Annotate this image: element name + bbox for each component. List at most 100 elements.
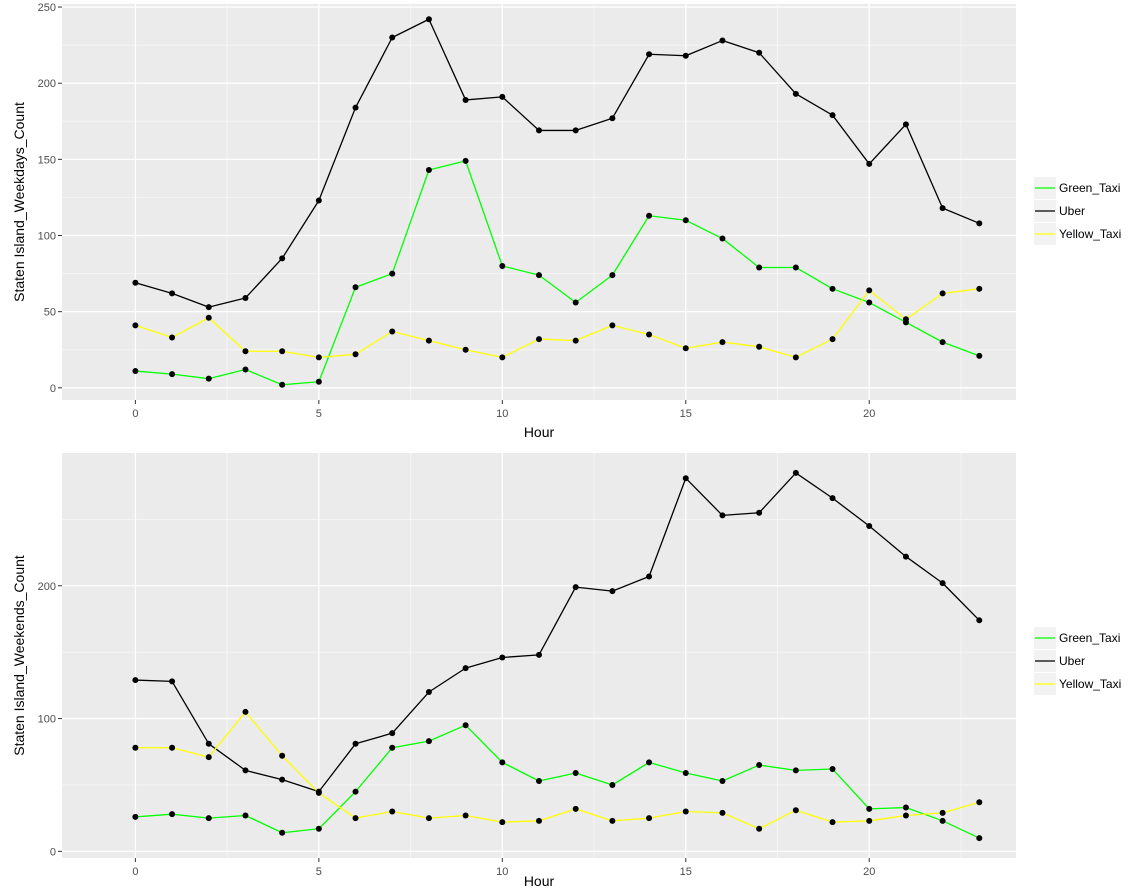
data-point-uber	[169, 678, 176, 685]
data-point-green-taxi	[719, 777, 726, 784]
y-tick-label: 50	[44, 307, 56, 319]
x-tick-label: 0	[132, 866, 138, 878]
data-point-uber	[609, 588, 616, 595]
data-point-green-taxi	[352, 788, 359, 795]
data-point-green-taxi	[902, 804, 909, 811]
data-point-uber	[462, 665, 469, 672]
data-point-green-taxi	[792, 264, 799, 271]
data-point-green-taxi	[646, 759, 653, 766]
data-point-yellow-taxi	[756, 825, 763, 832]
data-point-yellow-taxi	[352, 815, 359, 822]
x-tick-label: 5	[316, 408, 322, 420]
data-point-yellow-taxi	[132, 744, 139, 751]
data-point-uber	[829, 495, 836, 502]
x-tick-label: 20	[863, 408, 875, 420]
data-point-green-taxi	[315, 378, 322, 385]
data-point-yellow-taxi	[315, 789, 322, 796]
data-point-uber	[279, 255, 286, 262]
data-point-green-taxi	[682, 217, 689, 224]
data-point-green-taxi	[866, 805, 873, 812]
data-point-yellow-taxi	[132, 322, 139, 329]
data-point-yellow-taxi	[389, 328, 396, 335]
data-point-green-taxi	[389, 744, 396, 751]
legend-label: Yellow_Taxi	[1059, 227, 1121, 241]
series-line-green-taxi	[135, 160, 980, 386]
data-point-yellow-taxi	[866, 287, 873, 294]
data-point-uber	[536, 651, 542, 658]
data-point-uber	[572, 584, 579, 591]
data-point-uber	[205, 304, 212, 311]
data-point-yellow-taxi	[609, 322, 616, 329]
data-point-yellow-taxi	[279, 752, 286, 759]
data-point-green-taxi	[572, 299, 579, 306]
y-axis-title: Staten Island_Weekends_Count	[11, 555, 27, 756]
data-point-green-taxi	[132, 368, 139, 375]
x-tick-label: 0	[132, 408, 138, 420]
data-point-green-taxi	[389, 270, 396, 277]
data-point-uber	[572, 127, 579, 134]
data-point-green-taxi	[169, 811, 176, 818]
y-tick-label: 100	[38, 231, 56, 243]
data-point-green-taxi	[866, 299, 873, 306]
data-point-green-taxi	[205, 815, 212, 822]
data-point-green-taxi	[756, 264, 763, 271]
legend-label: Green_Taxi	[1059, 181, 1120, 195]
data-point-green-taxi	[352, 284, 359, 291]
data-point-yellow-taxi	[205, 314, 212, 321]
legend: Green_Taxi Uber Yellow_Taxi	[1034, 177, 1121, 245]
data-point-yellow-taxi	[902, 812, 909, 819]
x-axis-title: Hour	[524, 873, 555, 889]
data-point-uber	[425, 689, 432, 696]
y-tick-label: 0	[50, 383, 56, 395]
data-point-green-taxi	[756, 762, 763, 769]
data-point-uber	[756, 49, 763, 56]
x-tick-label: 15	[680, 408, 692, 420]
data-point-uber	[792, 90, 799, 97]
data-point-uber	[462, 96, 469, 103]
series-line-uber	[135, 472, 980, 793]
data-point-green-taxi	[205, 375, 212, 382]
data-point-uber	[352, 104, 359, 111]
data-point-green-taxi	[609, 781, 616, 788]
data-point-uber	[976, 617, 983, 624]
data-point-uber	[866, 160, 873, 167]
data-point-green-taxi	[242, 366, 249, 373]
x-tick-label: 15	[680, 866, 692, 878]
data-point-uber	[902, 121, 909, 128]
data-point-green-taxi	[976, 352, 983, 359]
data-point-green-taxi	[462, 157, 469, 164]
data-point-yellow-taxi	[609, 817, 616, 824]
data-point-uber	[646, 51, 653, 58]
data-point-uber	[425, 16, 432, 23]
data-point-yellow-taxi	[536, 817, 542, 824]
data-point-yellow-taxi	[462, 346, 469, 353]
data-point-green-taxi	[792, 767, 799, 774]
data-point-green-taxi	[682, 770, 689, 777]
series-line-yellow-taxi	[135, 288, 980, 359]
data-point-green-taxi	[425, 167, 432, 174]
data-point-uber	[792, 469, 799, 476]
data-point-yellow-taxi	[719, 339, 726, 346]
data-point-uber	[205, 740, 212, 747]
legend-label: Green_Taxi	[1059, 631, 1120, 645]
data-point-yellow-taxi	[499, 819, 506, 826]
data-point-yellow-taxi	[572, 337, 579, 344]
data-point-green-taxi	[315, 825, 322, 832]
y-tick-label: 100	[38, 714, 56, 726]
data-point-yellow-taxi	[169, 334, 176, 341]
data-point-green-taxi	[499, 759, 506, 766]
data-point-yellow-taxi	[646, 815, 653, 822]
y-tick-label: 250	[38, 2, 56, 14]
data-point-yellow-taxi	[389, 808, 396, 815]
data-point-green-taxi	[279, 829, 286, 836]
legend-label: Yellow_Taxi	[1059, 677, 1121, 691]
data-point-uber	[352, 740, 359, 747]
x-tick-label: 10	[496, 866, 508, 878]
data-point-green-taxi	[462, 722, 469, 729]
data-point-uber	[499, 654, 506, 661]
data-point-yellow-taxi	[902, 316, 909, 323]
data-point-green-taxi	[242, 812, 249, 819]
